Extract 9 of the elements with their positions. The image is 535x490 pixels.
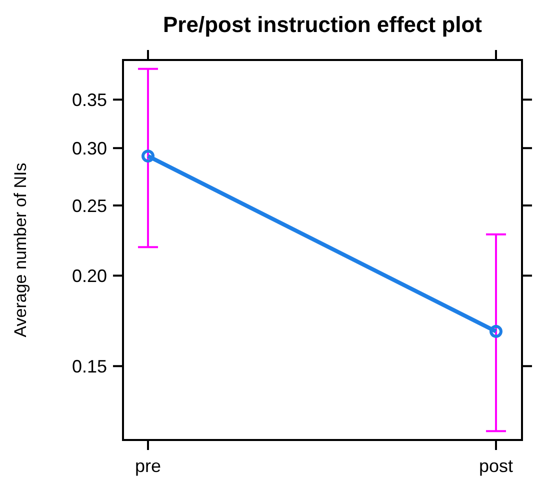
y-axis-title: Average number of NIs	[11, 162, 30, 338]
y-tick-label: 0.25	[72, 196, 107, 216]
y-tick-label: 0.20	[72, 266, 107, 286]
x-tick-label: pre	[134, 456, 162, 476]
chart-title: Pre/post instruction effect plot	[162, 12, 483, 37]
y-tick-label: 0.35	[72, 90, 107, 110]
y-tick-label: 0.15	[72, 356, 107, 376]
x-tick-label: post	[478, 456, 514, 476]
y-tick-label: 0.30	[72, 138, 107, 158]
